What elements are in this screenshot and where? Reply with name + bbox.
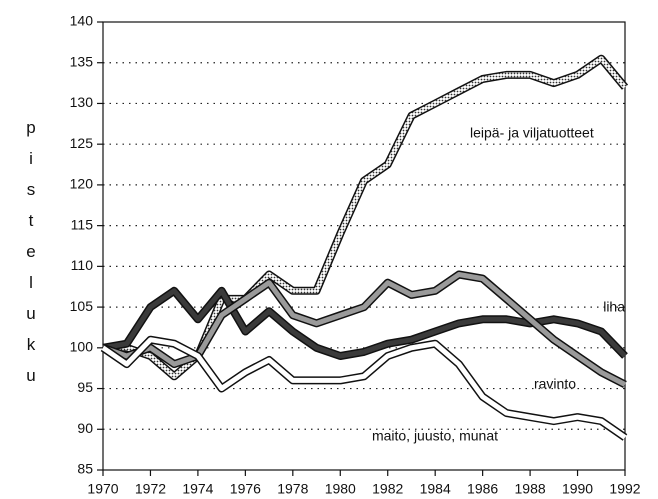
y-tick-label: 140 [70,13,94,29]
x-tick-label: 1986 [467,481,498,497]
line [101,337,627,440]
y-tick-label: 95 [77,379,93,395]
x-tick-label: 1982 [372,481,403,497]
series-label: ravinto [534,376,576,392]
plot-frame [102,21,626,471]
x-tick-label: 1978 [277,481,308,497]
x-tick-label: 1992 [609,481,640,497]
x-tick-label: 1974 [182,481,213,497]
y-axis-label: pisteluku [22,118,41,397]
x-tick-label: 1970 [87,481,118,497]
y-tick-label: 130 [70,94,94,110]
x-tick-label: 1972 [135,481,166,497]
y-tick-label: 120 [70,176,94,192]
y-tick-label: 105 [70,298,94,314]
x-tick-label: 1988 [515,481,546,497]
series-label: leipä- ja viljatuotteet [470,125,594,141]
y-tick-label: 100 [70,339,94,355]
y-tick-label: 85 [77,461,93,477]
x-tick-label: 1980 [325,481,356,497]
x-tick-label: 1990 [562,481,593,497]
series-label: maito, juusto, munat [372,428,498,444]
y-tick-label: 135 [70,53,94,69]
line [102,272,627,387]
x-tick-label: 1984 [420,481,451,497]
y-tick-label: 115 [71,216,94,232]
y-tick-label: 90 [77,420,93,436]
y-tick-label: 125 [70,135,94,151]
x-tick-label: 1976 [230,481,261,497]
series-label: liha [603,299,625,315]
y-tick-label: 110 [71,257,94,273]
